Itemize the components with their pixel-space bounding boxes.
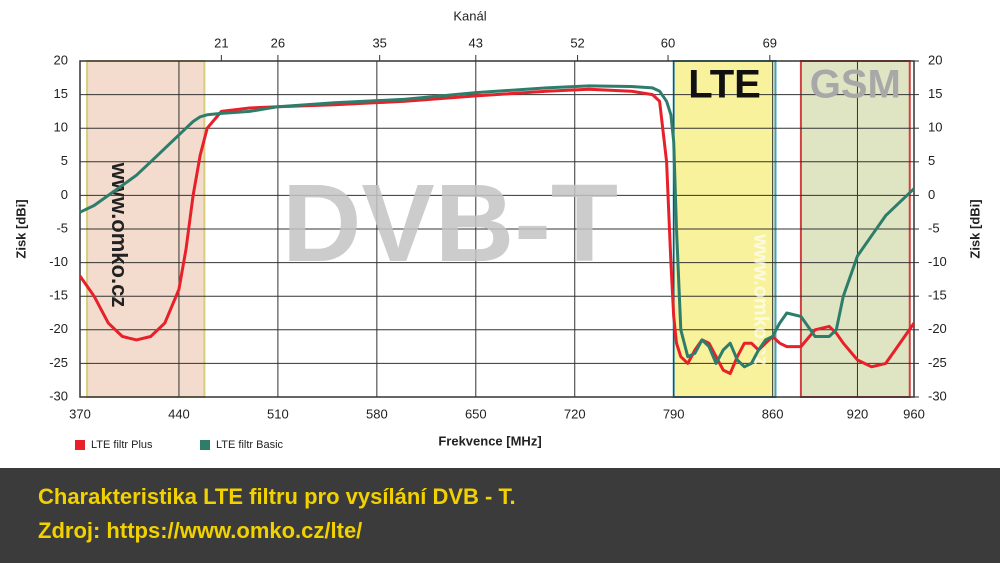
- x-tick-label: 720: [564, 406, 586, 421]
- y-tick-label: -5: [56, 220, 68, 235]
- y2-axis-title: Zisk [dBi]: [967, 199, 982, 258]
- y-tick-label: -25: [49, 355, 68, 370]
- top-tick-label: 52: [570, 35, 584, 50]
- band-label: GSM: [810, 63, 901, 107]
- y-tick-label: 20: [54, 52, 68, 67]
- legend-label: LTE filtr Plus: [91, 439, 153, 451]
- y2-tick-label: -10: [928, 254, 947, 269]
- plot-frame: [79, 60, 915, 398]
- top-tick-label: 60: [661, 35, 675, 50]
- y-tick-label: -30: [49, 388, 68, 403]
- y-tick-label: -15: [49, 288, 68, 303]
- y-tick-label: 5: [61, 153, 68, 168]
- x-tick-label: 650: [465, 406, 487, 421]
- y2-tick-label: 0: [928, 187, 935, 202]
- x-tick-label: 860: [762, 406, 784, 421]
- caption-line: Zdroj: https://www.omko.cz/lte/: [38, 518, 363, 543]
- chart: Kanál Frekvence [MHz] Zisk [dBi] Zisk [d…: [13, 8, 982, 451]
- y2-tick-label: -5: [928, 220, 940, 235]
- series-line: [78, 87, 916, 375]
- top-tick-label: 69: [763, 35, 777, 50]
- y-axis-title: Zisk [dBi]: [13, 199, 28, 258]
- y-tick-label: 10: [54, 120, 68, 135]
- y2-tick-label: -15: [928, 288, 947, 303]
- y2-tick-label: -25: [928, 355, 947, 370]
- watermark: DVB-T: [282, 162, 618, 285]
- y2-tick-label: 10: [928, 120, 942, 135]
- x-tick-label: 920: [847, 406, 869, 421]
- top-axis-title: Kanál: [453, 8, 486, 23]
- caption-line: Charakteristika LTE filtru pro vysílání …: [38, 484, 516, 509]
- watermark-site-faint: www.omko.cz: [750, 233, 772, 366]
- y2-tick-label: -20: [928, 321, 947, 336]
- x-tick-label: 580: [366, 406, 388, 421]
- y-tick-label: 0: [61, 187, 68, 202]
- legend-label: LTE filtr Basic: [216, 439, 284, 451]
- x-tick-label: 510: [267, 406, 289, 421]
- y-tick-label: 15: [54, 86, 68, 101]
- top-tick-label: 43: [469, 35, 483, 50]
- y2-tick-label: 20: [928, 52, 942, 67]
- x-axis-title: Frekvence [MHz]: [438, 433, 541, 448]
- top-tick-label: 35: [372, 35, 386, 50]
- y-tick-label: -20: [49, 321, 68, 336]
- legend-swatch: [75, 440, 85, 450]
- x-tick-label: 790: [663, 406, 685, 421]
- watermark-site: www.omko.cz: [107, 162, 132, 308]
- x-tick-label: 960: [903, 406, 925, 421]
- legend-swatch: [200, 440, 210, 450]
- caption: Charakteristika LTE filtru pro vysílání …: [0, 468, 1000, 563]
- band-label: LTE: [688, 63, 761, 107]
- top-tick-label: 26: [271, 35, 285, 50]
- y2-tick-label: 15: [928, 86, 942, 101]
- x-tick-label: 370: [69, 406, 91, 421]
- y2-tick-label: 5: [928, 153, 935, 168]
- series-line: [79, 84, 916, 369]
- y-tick-label: -10: [49, 254, 68, 269]
- top-tick-label: 21: [214, 35, 228, 50]
- y2-tick-label: -30: [928, 388, 947, 403]
- x-tick-label: 440: [168, 406, 190, 421]
